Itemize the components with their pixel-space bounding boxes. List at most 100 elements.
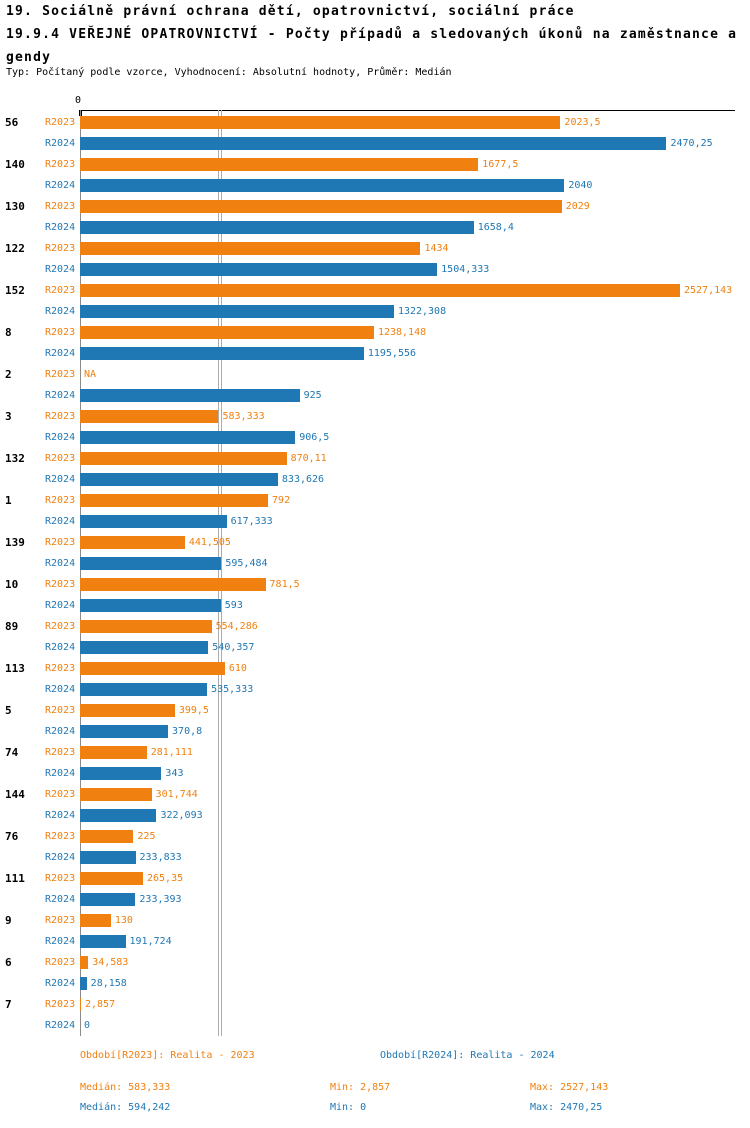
chart-row: R2024 595,484: [0, 553, 750, 574]
bar-chart: 56 R2023 2023,5 R2024 2470,25 140 R2023 1677,5 R…: [0, 112, 750, 1036]
bar-r2024-1: [80, 515, 227, 528]
value-label: 28,158: [90, 978, 127, 989]
bar-r2023-8: [80, 326, 374, 339]
series-label: R2023: [45, 537, 76, 548]
series-label: R2023: [45, 579, 76, 590]
chart-row: R2024 191,724: [0, 931, 750, 952]
category-label: 139: [5, 536, 25, 549]
bar-r2023-5: [80, 704, 175, 717]
series-label: R2024: [45, 726, 76, 737]
series-label: R2023: [45, 957, 76, 968]
bar-r2023-56: [80, 116, 561, 129]
category-label: 140: [5, 158, 25, 171]
bar-r2023-152: [80, 284, 680, 297]
chart-row: R2024 28,158: [0, 973, 750, 994]
chart-row: 144 R2023 301,744: [0, 784, 750, 805]
category-label: 152: [5, 284, 25, 297]
chart-row: 130 R2023 2029: [0, 196, 750, 217]
series-label: R2023: [45, 747, 76, 758]
report-subtitle: Typ: Počítaný podle vzorce, Vyhodnocení:…: [6, 67, 452, 78]
chart-row: R2024 233,393: [0, 889, 750, 910]
category-label: 56: [5, 116, 19, 129]
bar-r2024-152: [80, 305, 394, 318]
value-label: 130: [114, 915, 133, 926]
series-label: R2023: [45, 705, 76, 716]
chart-row: 2 R2023 NA: [0, 364, 750, 385]
chart-row: R2024 593: [0, 595, 750, 616]
value-label: 2,857: [85, 999, 116, 1010]
category-label: 132: [5, 452, 25, 465]
category-label: 1: [5, 494, 12, 507]
category-label: 6: [5, 956, 12, 969]
bar-r2024-6: [80, 977, 87, 990]
value-label: NA: [84, 369, 97, 380]
chart-row: R2024 833,626: [0, 469, 750, 490]
category-label: 122: [5, 242, 25, 255]
chart-row: 5 R2023 399,5: [0, 700, 750, 721]
bar-r2023-122: [80, 242, 421, 255]
chart-row: R2024 1322,308: [0, 301, 750, 322]
bar-r2024-10: [80, 599, 221, 612]
chart-row: 111 R2023 265,35: [0, 868, 750, 889]
chart-row: R2024 2470,25: [0, 133, 750, 154]
category-label: 9: [5, 914, 12, 927]
value-label: 265,35: [147, 873, 184, 884]
category-label: 74: [5, 746, 19, 759]
chart-row: R2024 906,5: [0, 427, 750, 448]
bar-r2023-89: [80, 620, 212, 633]
value-label: 554,286: [215, 621, 258, 632]
chart-row: 3 R2023 583,333: [0, 406, 750, 427]
category-label: 10: [5, 578, 19, 591]
series-label: R2023: [45, 789, 76, 800]
chart-row: 56 R2023 2023,5: [0, 112, 750, 133]
bar-r2023-3: [80, 410, 219, 423]
value-label: 540,357: [212, 642, 255, 653]
bar-r2023-140: [80, 158, 479, 171]
legend-period-2024: Období[R2024]: Realita - 2024: [380, 1050, 555, 1061]
bar-r2024-89: [80, 641, 209, 654]
series-label: R2024: [45, 432, 76, 443]
series-label: R2023: [45, 453, 76, 464]
series-label: R2023: [45, 243, 76, 254]
bar-r2023-111: [80, 872, 143, 885]
category-label: 3: [5, 410, 12, 423]
bar-r2024-3: [80, 431, 296, 444]
chart-row: R2024 1658,4: [0, 217, 750, 238]
chart-row: 139 R2023 441,505: [0, 532, 750, 553]
report-title-line1: 19. Sociálně právní ochrana dětí, opatro…: [6, 4, 575, 19]
value-label: 34,583: [92, 957, 129, 968]
category-label: 144: [5, 788, 25, 801]
chart-row: 10 R2023 781,5: [0, 574, 750, 595]
series-label: R2023: [45, 201, 76, 212]
category-label: 130: [5, 200, 25, 213]
chart-row: 113 R2023 610: [0, 658, 750, 679]
chart-row: 9 R2023 130: [0, 910, 750, 931]
legend-max-2023: Max: 2527,143: [530, 1082, 609, 1093]
median-line-r2023: [218, 110, 220, 1036]
chart-row: R2024 540,357: [0, 637, 750, 658]
chart-row: 152 R2023 2527,143: [0, 280, 750, 301]
series-label: R2024: [45, 306, 76, 317]
series-label: R2023: [45, 873, 76, 884]
x-axis-zero-label: 0: [75, 95, 82, 106]
bar-r2024-8: [80, 347, 364, 360]
category-label: 5: [5, 704, 12, 717]
value-label: 833,626: [281, 474, 325, 485]
series-label: R2023: [45, 999, 76, 1010]
value-label: 343: [165, 768, 184, 779]
chart-row: R2024 343: [0, 763, 750, 784]
median-line-r2024: [221, 110, 223, 1036]
value-label: 1677,5: [482, 159, 519, 170]
value-label: 281,111: [150, 747, 193, 758]
category-label: 8: [5, 326, 12, 339]
series-label: R2023: [45, 411, 76, 422]
value-label: 595,484: [225, 558, 268, 569]
value-label: 617,333: [230, 516, 273, 527]
series-label: R2024: [45, 768, 76, 779]
legend-median-2024: Medián: 594,242: [80, 1102, 171, 1113]
bar-r2023-9: [80, 914, 111, 927]
series-label: R2024: [45, 978, 76, 989]
chart-row: R2024 1195,556: [0, 343, 750, 364]
value-label: 781,5: [269, 579, 300, 590]
bar-r2023-139: [80, 536, 185, 549]
